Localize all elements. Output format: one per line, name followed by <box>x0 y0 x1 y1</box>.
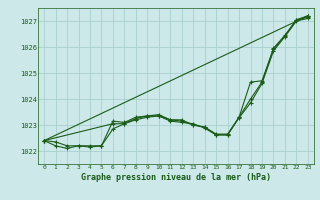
X-axis label: Graphe pression niveau de la mer (hPa): Graphe pression niveau de la mer (hPa) <box>81 173 271 182</box>
